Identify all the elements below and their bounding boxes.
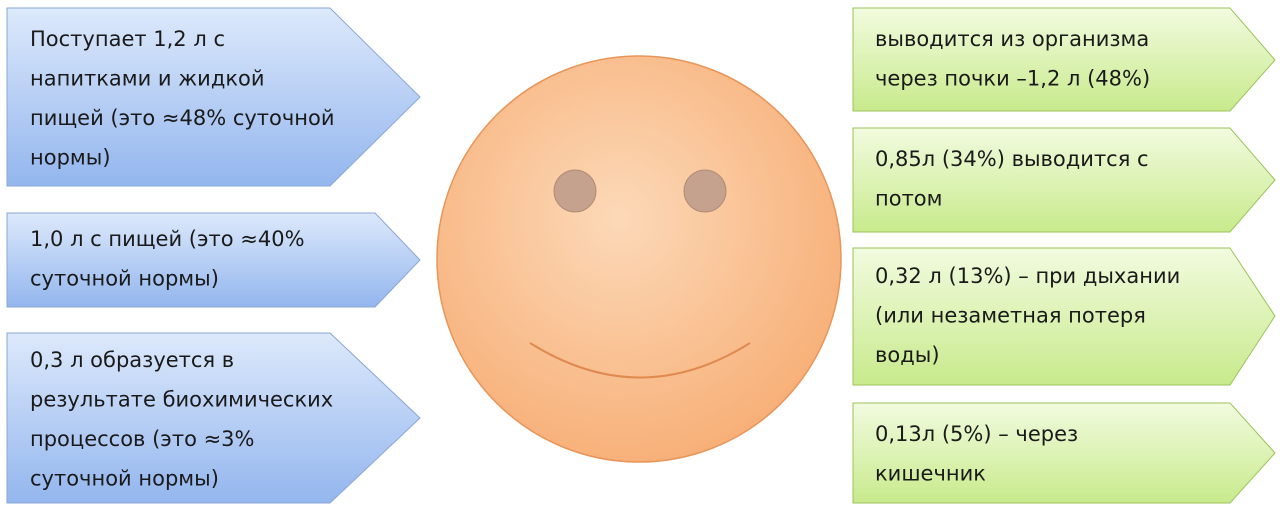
- right-arrow: [852, 127, 1276, 233]
- smiley: [436, 55, 842, 463]
- right-text-line: воды): [875, 343, 940, 367]
- right-arrow: [852, 402, 1276, 504]
- right-text-line: 0,32 л (13%) – при дыхании: [875, 264, 1180, 288]
- right-arrows: [852, 7, 1276, 504]
- texts: Поступает 1,2 л с напитками и жидкой пищей…: [30, 27, 1180, 491]
- left-text-line: пищей (это ≈48% суточной: [30, 106, 335, 130]
- left-text-line: суточной нормы): [30, 467, 219, 491]
- left-text-line: напитками и жидкой: [30, 67, 265, 91]
- right-text-line: через почки –1,2 л (48%): [875, 67, 1150, 91]
- left-arrow: [6, 332, 421, 504]
- right-arrow: [852, 7, 1276, 112]
- face: [436, 55, 842, 463]
- left-arrow: [6, 212, 421, 308]
- left-text-line: результате биохимических: [30, 388, 333, 412]
- right-text-line: (или незаметная потеря: [875, 304, 1146, 328]
- right-text-line: 0,85л (34%) выводится с: [875, 147, 1149, 171]
- right-arrow: [852, 247, 1276, 386]
- left-arrows: [6, 7, 421, 504]
- right-text-line: 0,13л (5%) – через: [875, 422, 1078, 446]
- eye: [553, 169, 597, 213]
- left-text-line: суточной нормы): [30, 267, 219, 291]
- eye: [683, 169, 727, 213]
- right-text-line: выводится из организма: [875, 27, 1149, 51]
- right-text-line: потом: [875, 187, 943, 211]
- left-text-line: 1,0 л с пищей (это ≈40%: [30, 227, 305, 251]
- left-arrow: [6, 7, 421, 187]
- left-text-line: 0,3 л образуется в: [30, 348, 234, 372]
- left-text-line: Поступает 1,2 л с: [30, 27, 225, 51]
- left-text-line: процессов (это ≈3%: [30, 427, 255, 451]
- right-text-line: кишечник: [875, 462, 986, 486]
- left-text-line: нормы): [30, 146, 111, 170]
- smile: [529, 342, 751, 379]
